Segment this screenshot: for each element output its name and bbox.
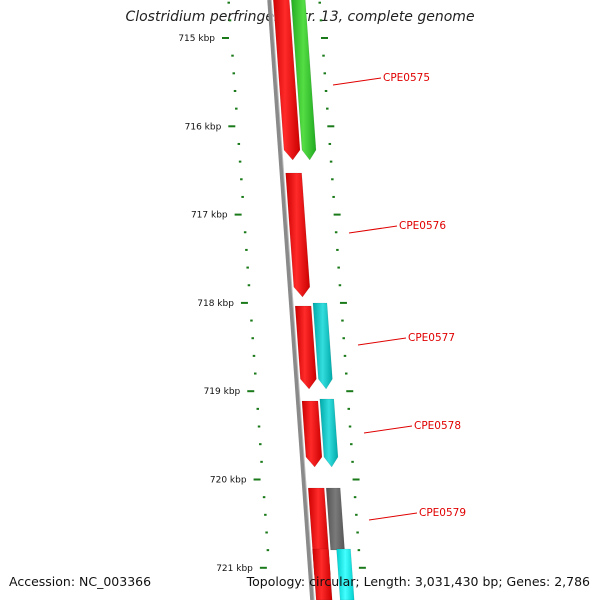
ruler-tick-label: 720 kbp [210, 476, 247, 486]
cds-arrow[interactable] [273, 0, 301, 161]
ruler-tick-label: 721 kbp [216, 564, 253, 574]
gene-features [273, 0, 355, 600]
ruler-tick-label: 718 kbp [197, 299, 234, 309]
gene-feature-arrow[interactable] [312, 302, 333, 390]
gene-feature-arrow[interactable] [336, 548, 355, 600]
backbone-line [267, 0, 315, 600]
gene-label[interactable]: CPE0575 [383, 72, 430, 84]
cds-arrow[interactable] [312, 548, 333, 600]
gene-leader-line [348, 225, 398, 234]
gene-label[interactable]: CPE0577 [408, 332, 455, 344]
gene-label[interactable]: CPE0578 [414, 420, 461, 432]
gene-leader-line [332, 77, 382, 86]
ruler-ticks: 715 kbp 716 kbp 717 kbp 718 kbp 719 kbp 720 k… [178, 1, 366, 574]
genome-summary-text: Topology: circular; Length: 3,031,430 bp… [246, 574, 590, 589]
cds-arrow[interactable] [301, 400, 323, 468]
gene-leader-line [357, 337, 407, 346]
backbone-highlight [270, 0, 315, 600]
gene-feature-arrow[interactable] [319, 398, 339, 468]
cds-arrow[interactable] [294, 305, 317, 390]
accession-text: Accession: NC_003366 [9, 574, 152, 589]
gene-label[interactable]: CPE0579 [419, 507, 466, 519]
ruler-tick-label: 715 kbp [178, 34, 215, 44]
ruler-tick-label: 716 kbp [185, 122, 222, 132]
ruler-tick-label: 717 kbp [191, 211, 228, 221]
gene-feature-arrow[interactable] [291, 0, 317, 161]
ruler-tick-label: 719 kbp [204, 387, 241, 397]
gene-leader-line [363, 425, 413, 434]
gene-label[interactable]: CPE0576 [399, 220, 446, 232]
gene-leader-line [368, 512, 418, 521]
genome-backbone [267, 0, 315, 600]
gene-feature-arrow[interactable] [325, 487, 345, 551]
cds-arrow[interactable] [285, 172, 311, 298]
gene-labels: CPE0575 CPE0576 CPE0577 CPE0578 CPE0579 [332, 72, 466, 521]
